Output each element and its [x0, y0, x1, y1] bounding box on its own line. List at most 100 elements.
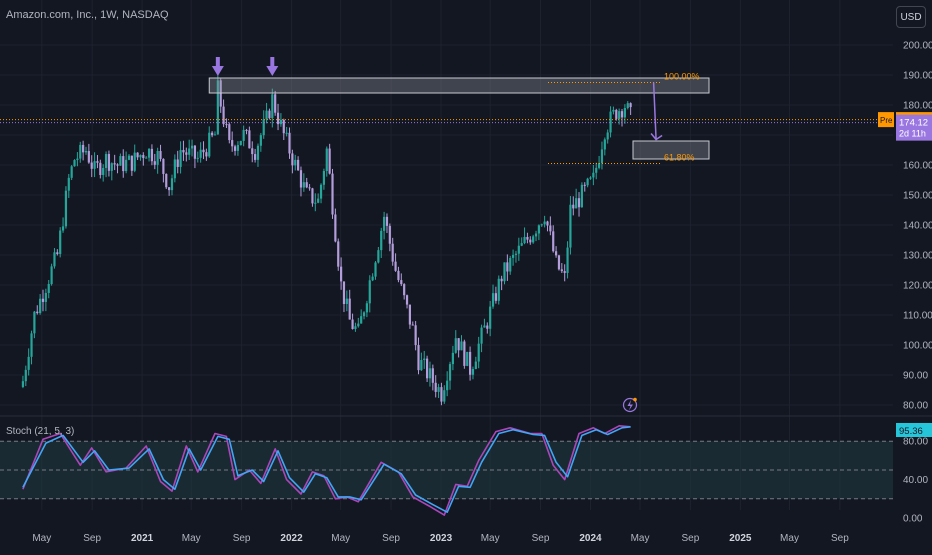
candle-body [84, 151, 88, 153]
candle-body [176, 159, 179, 167]
candle-body [331, 173, 334, 215]
candle-body [61, 226, 65, 231]
candle-body [503, 262, 506, 282]
stoch-pane: 80.00 40.00 0.00 95.36 [0, 423, 932, 525]
price-axis-label: 130.00 [903, 251, 932, 262]
candle-body [125, 159, 128, 172]
candle-body [506, 262, 509, 272]
peak-marker-arrow [211, 57, 224, 76]
candle-body [248, 130, 251, 149]
candle-body [130, 155, 133, 171]
candle-body [446, 380, 449, 391]
candle-body [477, 343, 480, 362]
candle-body [127, 155, 131, 160]
candle-body [99, 162, 102, 175]
candle-body [168, 187, 171, 191]
candle-body [474, 361, 477, 369]
candle-body [21, 381, 25, 387]
candle-body [39, 298, 42, 314]
candle-body [265, 110, 268, 120]
candle-body [385, 216, 389, 226]
candle-body [30, 333, 33, 357]
candle-body [233, 146, 237, 151]
candle-body [53, 252, 56, 267]
price-axis-label: 90.00 [903, 371, 928, 382]
candle-body [173, 159, 176, 179]
candle-body [437, 387, 440, 392]
candle-body [480, 327, 483, 344]
candle-body [268, 110, 271, 119]
candle-body [405, 295, 409, 305]
candle-body [317, 198, 320, 203]
candle-body [557, 255, 561, 270]
time-axis-label: Sep [233, 533, 251, 544]
candle-body [337, 241, 340, 267]
resistance-zone [208, 77, 710, 94]
stoch-d-line [22, 426, 631, 513]
time-axis-label: May [182, 533, 201, 544]
price-axis-label: 100.00 [903, 341, 932, 352]
candle-body [483, 325, 486, 328]
candle-body [448, 364, 452, 381]
time-axis-label: May [780, 533, 799, 544]
lightning-icon [622, 397, 638, 413]
candle-body [288, 132, 291, 154]
candle-body [107, 154, 111, 171]
candle-body [208, 132, 211, 157]
peak-marker-arrow [266, 57, 279, 76]
candle-body [325, 148, 328, 172]
candle-body [196, 157, 199, 159]
candle-body [494, 293, 497, 301]
candle-body [595, 167, 598, 173]
candle-body [460, 341, 463, 351]
candle-body [24, 369, 27, 382]
candle-body [529, 239, 532, 243]
candle-body [319, 184, 323, 199]
candle-body [520, 243, 523, 246]
currency-button[interactable]: USD [896, 6, 926, 28]
time-axis-label: Sep [83, 533, 101, 544]
candle-body [340, 266, 343, 282]
candle-body [47, 284, 50, 293]
candle-body [225, 124, 228, 126]
candle-body [156, 150, 159, 165]
candle-body [612, 109, 615, 112]
time-axis: May Sep 2021 May Sep 2022 May Sep 2023 May Sep 2024… [32, 533, 849, 544]
time-axis-label: 2021 [131, 533, 154, 544]
candle-body [523, 236, 526, 244]
stoch-value-label: 95.36 [899, 426, 923, 437]
candle-body [454, 338, 457, 353]
candle-body [159, 150, 162, 159]
candle-body [351, 319, 354, 329]
candle-body [368, 280, 371, 304]
candle-body [254, 154, 257, 160]
projection-arrow-head [650, 133, 663, 141]
stoch-value-badge [896, 423, 932, 437]
candle-body [256, 145, 260, 160]
candle-body [328, 148, 331, 174]
candle-body [185, 152, 188, 155]
candle-body [417, 345, 420, 371]
countdown-label: 2d 11h [899, 129, 926, 139]
candle-body [104, 154, 108, 168]
peak-marker-arrow-head [211, 66, 224, 76]
candle-body [59, 230, 62, 255]
projection-arrow-line [652, 82, 657, 140]
candle-body [491, 293, 495, 307]
time-axis-label: May [331, 533, 350, 544]
time-axis-label: May [32, 533, 51, 544]
candle-body [216, 80, 219, 135]
candle-body [466, 351, 469, 366]
candle-body [552, 231, 555, 252]
candle-body [165, 173, 168, 188]
price-axis-label: 110.00 [903, 311, 932, 322]
candle-body [497, 278, 500, 301]
candle-body [517, 245, 520, 254]
candle-body [153, 161, 156, 165]
candle-body [334, 214, 337, 242]
target-zone [632, 140, 710, 160]
price-axis-label: 120.00 [903, 281, 932, 292]
candle-body [82, 144, 85, 153]
